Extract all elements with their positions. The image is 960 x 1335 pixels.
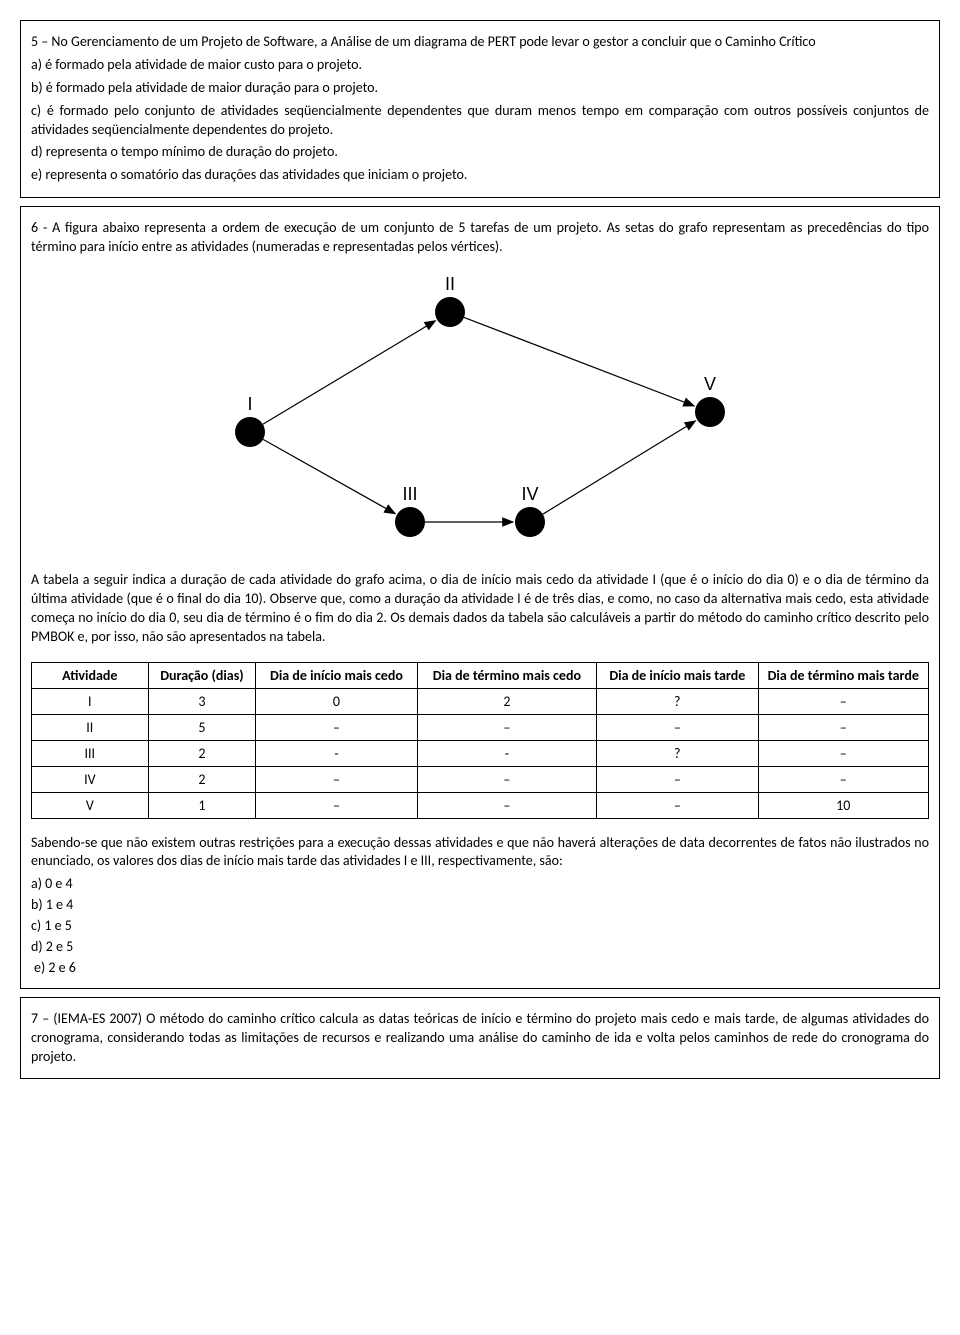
node-III	[395, 507, 425, 537]
q6-option-b: b) 1 e 4	[31, 896, 929, 915]
question-6: 6 - A figura abaixo representa a ordem d…	[20, 206, 940, 989]
table-cell-1-3: –	[417, 714, 596, 740]
activity-table: AtividadeDuração (dias)Dia de início mai…	[31, 662, 929, 819]
table-cell-1-2: –	[256, 714, 417, 740]
table-header-2: Dia de início mais cedo	[256, 662, 417, 688]
table-cell-0-3: 2	[417, 688, 596, 714]
table-cell-1-4: –	[597, 714, 758, 740]
table-cell-0-5: –	[758, 688, 928, 714]
question-5: 5 – No Gerenciamento de um Projeto de So…	[20, 20, 940, 198]
table-cell-0-0: I	[32, 688, 149, 714]
table-cell-4-3: –	[417, 792, 596, 818]
table-row: III2--?–	[32, 740, 929, 766]
table-cell-2-0: III	[32, 740, 149, 766]
table-cell-0-1: 3	[148, 688, 256, 714]
table-cell-2-3: -	[417, 740, 596, 766]
table-cell-0-4: ?	[597, 688, 758, 714]
q5-stem: 5 – No Gerenciamento de um Projeto de So…	[31, 33, 929, 52]
table-header-3: Dia de término mais cedo	[417, 662, 596, 688]
table-cell-1-5: –	[758, 714, 928, 740]
q6-option-e: e) 2 e 6	[34, 959, 929, 978]
table-cell-3-1: 2	[148, 766, 256, 792]
table-cell-2-5: –	[758, 740, 928, 766]
table-cell-4-0: V	[32, 792, 149, 818]
q5-option-e: e) representa o somatório das durações d…	[31, 166, 929, 185]
table-cell-4-5: 10	[758, 792, 928, 818]
q5-option-d: d) representa o tempo mínimo de duração …	[31, 143, 929, 162]
node-label-I: I	[247, 394, 252, 414]
q5-option-b: b) é formado pela atividade de maior dur…	[31, 79, 929, 98]
table-cell-3-0: IV	[32, 766, 149, 792]
table-cell-2-1: 2	[148, 740, 256, 766]
q6-option-c: c) 1 e 5	[31, 917, 929, 936]
edge-II-V	[464, 317, 694, 406]
pert-svg: IIIIIIIVV	[220, 272, 740, 552]
q7-stem: 7 – (IEMA-ES 2007) O método do caminho c…	[31, 1010, 929, 1067]
edge-I-III	[263, 439, 395, 513]
table-cell-3-3: –	[417, 766, 596, 792]
table-cell-3-4: –	[597, 766, 758, 792]
q6-options: a) 0 e 4 b) 1 e 4 c) 1 e 5 d) 2 e 5 e) 2…	[31, 875, 929, 977]
node-label-III: III	[402, 484, 417, 504]
question-7: 7 – (IEMA-ES 2007) O método do caminho c…	[20, 997, 940, 1080]
table-header-0: Atividade	[32, 662, 149, 688]
q5-option-a: a) é formado pela atividade de maior cus…	[31, 56, 929, 75]
table-row: II5––––	[32, 714, 929, 740]
table-row: I302?–	[32, 688, 929, 714]
table-row: V1–––10	[32, 792, 929, 818]
q5-option-c: c) é formado pelo conjunto de atividades…	[31, 102, 929, 140]
table-cell-2-2: -	[256, 740, 417, 766]
q6-mid-text: A tabela a seguir indica a duração de ca…	[31, 571, 929, 647]
table-cell-4-2: –	[256, 792, 417, 818]
edge-IV-V	[543, 421, 696, 514]
table-cell-0-2: 0	[256, 688, 417, 714]
table-cell-1-1: 5	[148, 714, 256, 740]
edge-I-II	[263, 321, 436, 425]
node-label-V: V	[704, 374, 716, 394]
table-header-row: AtividadeDuração (dias)Dia de início mai…	[32, 662, 929, 688]
node-II	[435, 297, 465, 327]
q6-option-d: d) 2 e 5	[31, 938, 929, 957]
table-header-5: Dia de término mais tarde	[758, 662, 928, 688]
table-cell-4-1: 1	[148, 792, 256, 818]
pert-diagram: IIIIIIIVV	[31, 272, 929, 556]
node-I	[235, 417, 265, 447]
q6-after-table: Sabendo-se que não existem outras restri…	[31, 834, 929, 872]
table-cell-4-4: –	[597, 792, 758, 818]
node-label-II: II	[445, 274, 455, 294]
q6-stem: 6 - A figura abaixo representa a ordem d…	[31, 219, 929, 257]
table-cell-2-4: ?	[597, 740, 758, 766]
table-header-4: Dia de início mais tarde	[597, 662, 758, 688]
node-IV	[515, 507, 545, 537]
table-row: IV2––––	[32, 766, 929, 792]
table-cell-3-5: –	[758, 766, 928, 792]
table-cell-3-2: –	[256, 766, 417, 792]
node-label-IV: IV	[521, 484, 538, 504]
table-header-1: Duração (dias)	[148, 662, 256, 688]
q6-option-a: a) 0 e 4	[31, 875, 929, 894]
table-cell-1-0: II	[32, 714, 149, 740]
node-V	[695, 397, 725, 427]
